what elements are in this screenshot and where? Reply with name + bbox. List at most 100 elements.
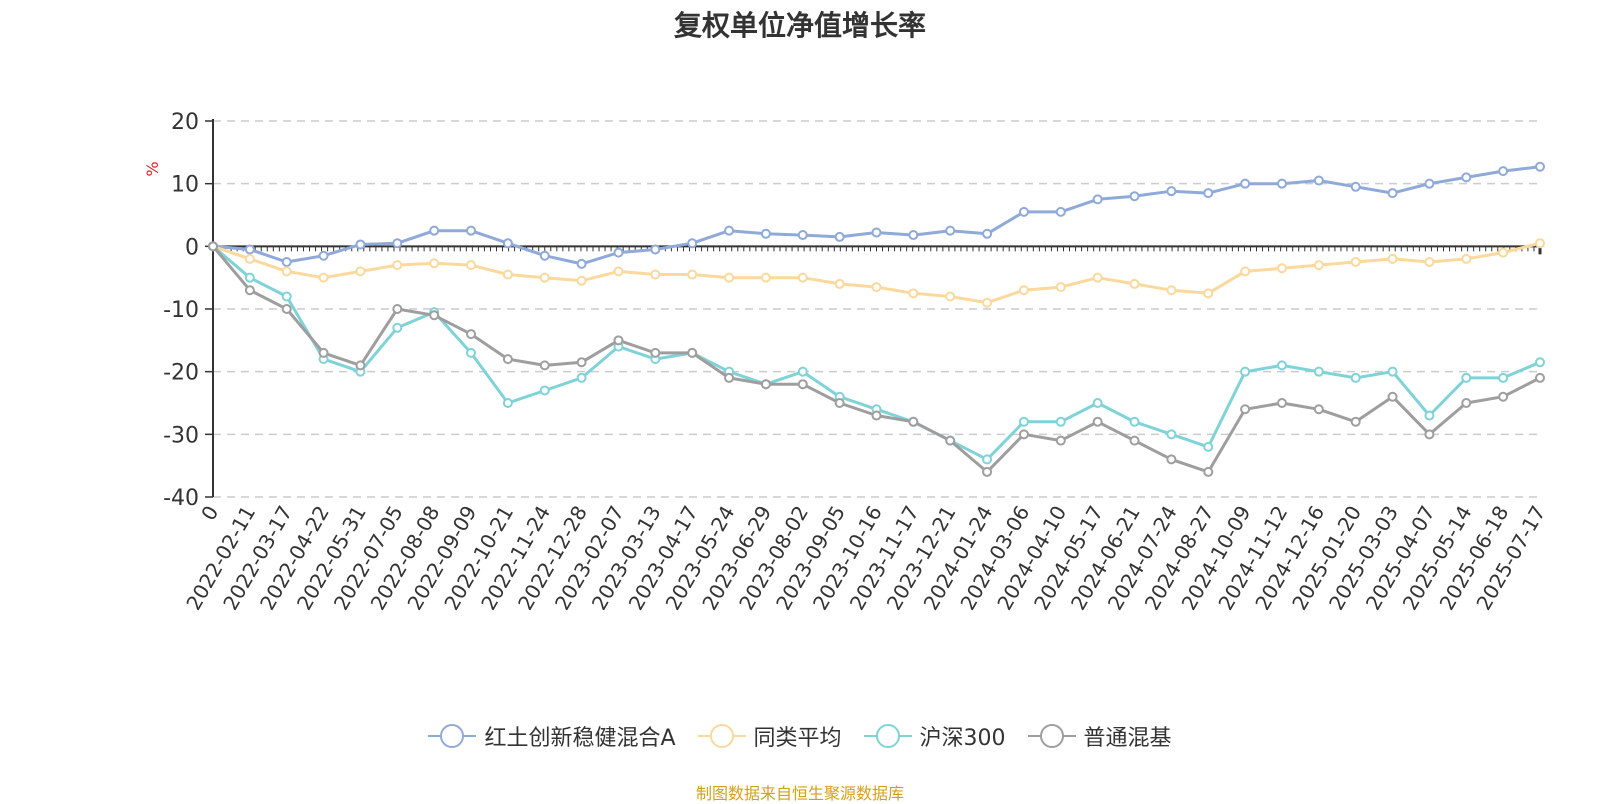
data-point — [1498, 247, 1509, 258]
data-point — [945, 225, 956, 236]
y-tick-label: 10 — [171, 173, 199, 198]
data-point — [1461, 398, 1472, 408]
data-point — [982, 297, 993, 308]
data-point — [208, 241, 218, 252]
y-tick-label: -20 — [163, 361, 199, 386]
data-point — [1424, 429, 1435, 440]
legend-item[interactable]: 红土创新稳健混合A — [428, 720, 676, 752]
data-point — [539, 272, 550, 283]
data-point — [1203, 466, 1214, 477]
data-point — [1018, 416, 1029, 427]
data-point — [576, 258, 587, 269]
data-point — [1276, 360, 1287, 371]
data-point — [244, 244, 255, 255]
data-point — [1424, 410, 1435, 421]
data-point — [724, 372, 735, 383]
data-point — [797, 230, 808, 241]
legend-item[interactable]: 沪深300 — [863, 720, 1006, 752]
data-point — [1129, 435, 1140, 446]
data-point — [355, 266, 366, 277]
data-point — [1387, 366, 1398, 377]
data-point — [318, 347, 329, 358]
legend-swatch-icon — [428, 724, 477, 748]
data-point — [539, 385, 550, 396]
legend: 红土创新稳健混合A 同类平均 沪深300 普通混基 — [0, 720, 1600, 752]
data-point — [1350, 181, 1361, 192]
data-point — [908, 288, 919, 299]
data-point — [1535, 161, 1545, 172]
chart-title: 复权单位净值增长率 — [673, 9, 926, 42]
data-point — [1276, 263, 1287, 274]
data-point — [650, 269, 661, 280]
data-point — [834, 278, 845, 289]
data-point — [1535, 372, 1545, 383]
data-point — [1461, 253, 1472, 264]
data-point — [982, 228, 993, 239]
data-point — [392, 260, 403, 271]
legend-swatch-icon — [1027, 724, 1076, 748]
grid-layer — [213, 120, 1540, 498]
data-point — [1203, 188, 1214, 199]
data-point — [281, 291, 292, 302]
data-point — [1092, 416, 1103, 427]
data-point — [871, 410, 882, 421]
data-point — [392, 304, 403, 314]
series-line — [211, 245, 1541, 474]
data-point — [945, 435, 956, 446]
data-point — [1387, 188, 1398, 199]
data-point — [982, 454, 993, 465]
data-point — [1166, 285, 1177, 296]
data-point — [1018, 285, 1029, 296]
data-point — [871, 282, 882, 293]
data-point — [318, 272, 329, 283]
y-axis-unit: % — [143, 161, 162, 176]
data-point — [1166, 429, 1177, 440]
data-point — [1424, 178, 1435, 189]
data-point — [1498, 166, 1509, 177]
data-point — [1092, 398, 1103, 408]
data-point — [982, 466, 993, 477]
data-point — [650, 347, 661, 358]
data-point — [502, 398, 513, 408]
data-point — [687, 269, 698, 280]
data-point — [1018, 429, 1029, 440]
data-point — [834, 231, 845, 242]
data-point — [1055, 435, 1066, 446]
legend-label: 红土创新稳健混合A — [484, 726, 676, 751]
legend-label: 沪深300 — [919, 726, 1006, 751]
data-point — [392, 238, 403, 249]
data-point — [1166, 454, 1177, 465]
data-point — [1055, 416, 1066, 427]
legend-item[interactable]: 同类平均 — [697, 720, 842, 752]
data-point — [466, 329, 477, 340]
data-point — [760, 228, 771, 239]
source-note: 制图数据来自恒生聚源数据库 — [695, 784, 904, 803]
data-point — [1018, 206, 1029, 217]
data-point — [724, 225, 735, 236]
data-point — [502, 238, 513, 249]
data-point — [429, 258, 440, 269]
data-point — [1498, 372, 1509, 383]
data-point — [1240, 266, 1251, 277]
data-point — [760, 272, 771, 283]
data-point — [466, 225, 477, 236]
data-point — [1387, 253, 1398, 264]
data-point — [1276, 398, 1287, 408]
data-point — [1424, 257, 1435, 267]
data-point — [1240, 178, 1251, 189]
data-point — [1350, 416, 1361, 427]
data-point — [1350, 372, 1361, 383]
legend-swatch-icon — [697, 724, 746, 748]
data-point — [1166, 186, 1177, 197]
data-point — [650, 244, 661, 255]
data-point — [1203, 441, 1214, 452]
data-point — [871, 227, 882, 238]
y-tick-label: -40 — [163, 486, 199, 511]
data-point — [576, 275, 587, 286]
data-point — [687, 238, 698, 249]
legend-item[interactable]: 普通混基 — [1027, 720, 1172, 752]
data-point — [429, 225, 440, 236]
data-point — [834, 398, 845, 408]
data-point — [613, 335, 624, 346]
